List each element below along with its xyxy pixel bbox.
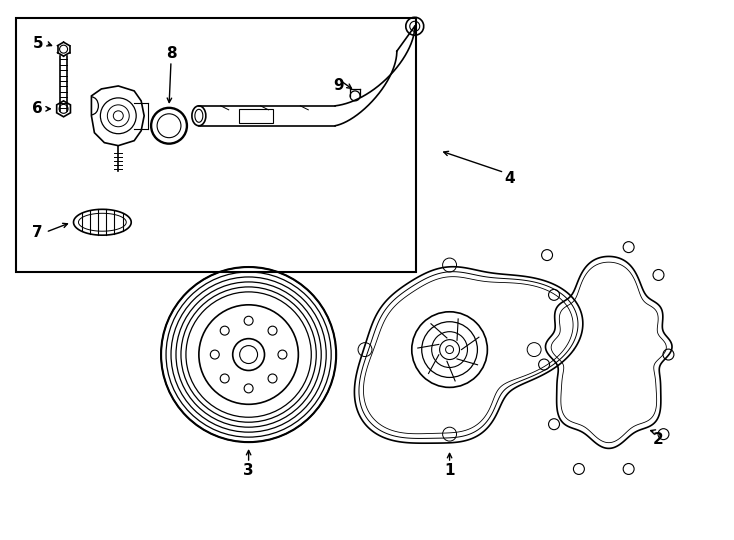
Text: 8: 8 xyxy=(166,45,176,60)
Text: 4: 4 xyxy=(504,171,515,186)
Text: 5: 5 xyxy=(32,36,43,51)
Text: 2: 2 xyxy=(653,431,664,447)
Bar xyxy=(239,109,274,123)
Text: 3: 3 xyxy=(243,463,254,478)
Text: 7: 7 xyxy=(32,225,43,240)
Text: 1: 1 xyxy=(444,463,455,478)
Text: 6: 6 xyxy=(32,102,43,116)
Text: 9: 9 xyxy=(333,78,344,93)
Bar xyxy=(16,18,415,272)
